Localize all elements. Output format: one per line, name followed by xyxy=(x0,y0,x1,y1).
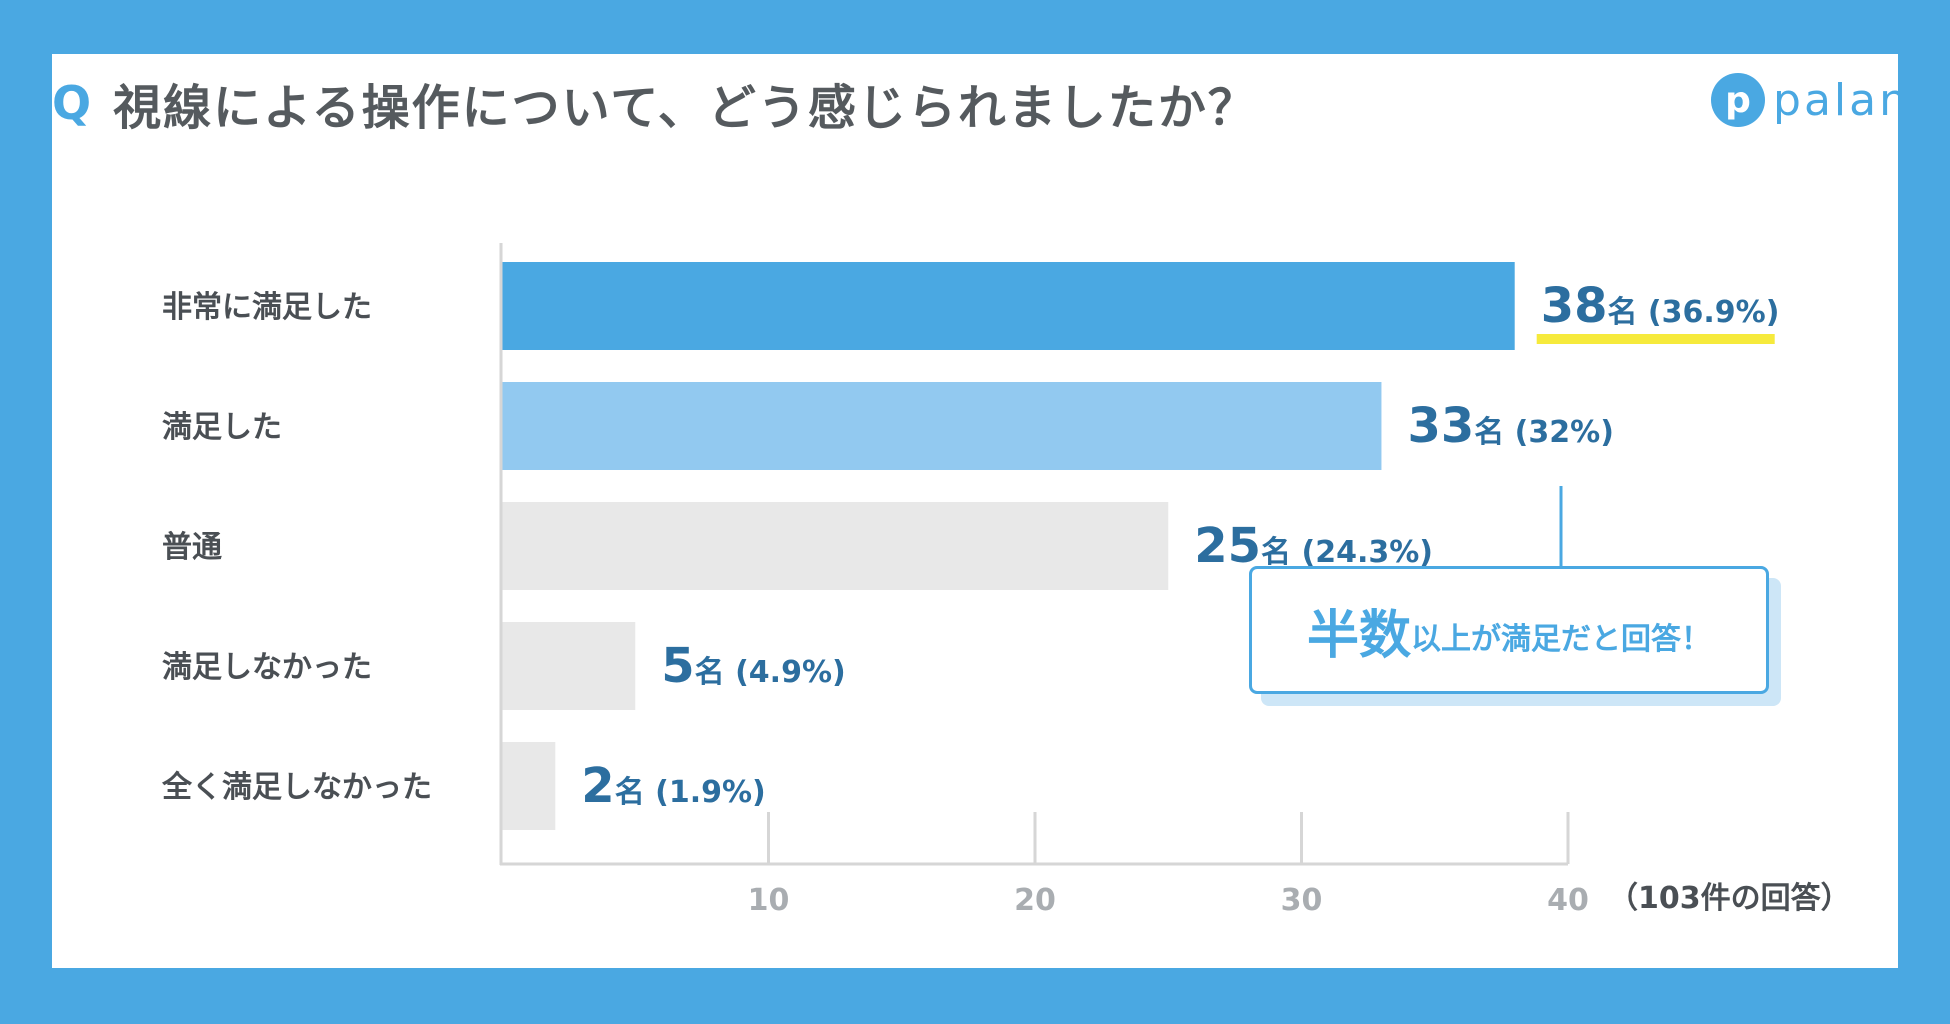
tick-labels: 10 20 30 40 xyxy=(748,883,1589,918)
response-count-note: （103件の回答） xyxy=(1608,881,1851,916)
category-label: 非常に満足した xyxy=(162,290,372,325)
bar xyxy=(502,742,556,830)
value-label: 2名 (1.9%) xyxy=(581,758,765,814)
gridlines xyxy=(767,812,1570,864)
callout-big-text: 半数 xyxy=(1306,605,1411,666)
palan-logo: p palan xyxy=(1711,70,1910,130)
value-label: 5名 (4.9%) xyxy=(661,638,845,694)
question-text: 視線による操作について、どう感じられましたか？ xyxy=(113,80,1258,136)
bars xyxy=(502,262,1515,830)
value-label: 38名 (36.9%) xyxy=(1541,278,1780,334)
highlight-underline xyxy=(1536,334,1775,344)
bar xyxy=(502,502,1169,590)
bar xyxy=(502,382,1382,470)
palan-logo-wordmark: palan xyxy=(1773,74,1910,126)
category-label: 満足した xyxy=(162,410,282,445)
tick-label: 40 xyxy=(1547,883,1589,918)
tick-label: 30 xyxy=(1281,883,1323,918)
value-labels: 38名 (36.9%) 33名 (32%) 25名 (24.3%) 5名 (4.9%)… xyxy=(581,278,1779,814)
callout-content: 半数 以上が満足だと回答！ xyxy=(1249,566,1769,694)
value-label: 25名 (24.3%) xyxy=(1194,518,1433,574)
category-label: 満足しなかった xyxy=(162,650,372,685)
value-label: 33名 (32%) xyxy=(1407,398,1613,454)
tick-label: 10 xyxy=(748,883,790,918)
category-label: 全く満足しなかった xyxy=(161,770,432,805)
bar xyxy=(502,622,636,710)
callout-box: 半数 以上が満足だと回答！ xyxy=(1249,566,1781,706)
question-marker: Q xyxy=(52,76,94,130)
callout-small-text: 以上が満足だと回答！ xyxy=(1411,622,1711,657)
tick-label: 20 xyxy=(1014,883,1056,918)
bar xyxy=(502,262,1515,350)
palan-logo-icon: p xyxy=(1711,73,1766,127)
page-title: Q 視線による操作について、どう感じられましたか？ xyxy=(52,68,1258,138)
category-label: 普通 xyxy=(162,530,222,565)
